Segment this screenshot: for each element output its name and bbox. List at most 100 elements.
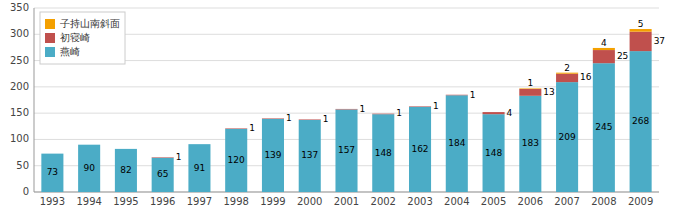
bar — [409, 106, 431, 107]
legend-swatch — [45, 19, 55, 29]
bar — [372, 113, 394, 115]
data-label: 1 — [176, 152, 182, 162]
x-tick-label: 1997 — [187, 196, 212, 207]
data-label: 73 — [47, 167, 58, 177]
x-tick-label: 2003 — [407, 196, 432, 207]
data-label: 139 — [264, 150, 281, 160]
y-tick-label: 0 — [23, 186, 29, 197]
data-label: 120 — [228, 155, 245, 165]
bar — [372, 114, 394, 192]
bar — [630, 32, 652, 51]
bar — [152, 157, 174, 158]
bar — [262, 118, 284, 119]
data-label: 148 — [375, 148, 392, 158]
y-tick-label: 100 — [10, 133, 29, 144]
grid-line — [34, 8, 659, 9]
x-tick-label: 2004 — [444, 196, 469, 207]
data-label: 37 — [654, 36, 665, 46]
x-tick-label: 1994 — [76, 196, 101, 207]
data-label: 209 — [558, 132, 575, 142]
grid-line — [34, 60, 659, 61]
data-label: 1 — [286, 113, 292, 123]
bar — [483, 112, 505, 114]
y-tick-label: 50 — [16, 160, 29, 171]
bar — [556, 82, 578, 192]
y-tick-label: 150 — [10, 107, 29, 118]
bar — [78, 144, 100, 145]
data-label: 245 — [595, 122, 612, 132]
x-tick-label: 1993 — [40, 196, 65, 207]
data-label: 13 — [543, 87, 554, 97]
data-label: 5 — [638, 19, 644, 29]
bar — [115, 148, 137, 149]
bar — [78, 145, 100, 192]
x-tick-label: 2000 — [297, 196, 322, 207]
data-label: 1 — [433, 101, 439, 111]
data-label: 4 — [507, 108, 513, 118]
bar — [593, 50, 615, 63]
data-label: 183 — [522, 138, 539, 148]
x-tick-label: 2002 — [371, 196, 396, 207]
bar — [372, 113, 394, 114]
legend-label: 子持山南斜面 — [60, 18, 120, 29]
data-label: 91 — [194, 163, 205, 173]
bar — [519, 89, 541, 96]
bar — [335, 108, 357, 109]
bar — [115, 149, 137, 192]
bar — [483, 114, 505, 192]
bar — [409, 107, 431, 192]
x-tick-label: 1995 — [113, 196, 138, 207]
data-label: 2 — [564, 63, 570, 73]
y-tick-label: 200 — [10, 81, 29, 92]
x-tick-label: 1998 — [223, 196, 248, 207]
bar — [335, 109, 357, 192]
bar — [299, 119, 321, 120]
grid — [34, 8, 659, 192]
bar — [152, 158, 174, 192]
bar — [299, 120, 321, 192]
data-label: 268 — [632, 116, 649, 126]
x-tick-label: 2005 — [481, 196, 506, 207]
x-tick-label: 2009 — [628, 196, 653, 207]
data-label: 184 — [448, 138, 465, 148]
bar — [483, 112, 505, 113]
bar — [225, 128, 247, 130]
legend: 子持山南斜面初寝崎燕崎 — [40, 12, 125, 64]
data-label: 1 — [470, 90, 476, 100]
data-label: 90 — [83, 163, 95, 173]
data-labels: 7390826519112011391137115711481162118411… — [47, 19, 665, 179]
bar — [115, 148, 137, 149]
data-label: 1 — [360, 104, 366, 114]
bar — [335, 108, 357, 110]
data-label: 16 — [580, 72, 592, 82]
bar — [630, 51, 652, 192]
bar — [446, 94, 468, 95]
x-tick-label: 2007 — [554, 196, 579, 207]
bar — [41, 154, 63, 192]
bar — [519, 96, 541, 192]
legend-swatch — [45, 33, 55, 43]
legend-label: 燕崎 — [60, 46, 80, 57]
data-label: 82 — [120, 165, 131, 175]
bar — [556, 73, 578, 74]
bar — [262, 118, 284, 120]
bar — [225, 129, 247, 192]
bar — [593, 48, 615, 50]
bar — [630, 29, 652, 32]
x-tick-label: 2008 — [591, 196, 616, 207]
x-tick-label: 2001 — [334, 196, 359, 207]
data-label: 65 — [157, 169, 168, 179]
bar — [446, 94, 468, 96]
x-tick-label: 1999 — [260, 196, 285, 207]
x-tick-label: 1996 — [150, 196, 175, 207]
data-label: 4 — [601, 38, 607, 48]
chart: 0501001502002503003501993199419951996199… — [0, 0, 675, 212]
data-label: 1 — [323, 114, 329, 124]
data-label: 1 — [396, 108, 402, 118]
y-axis — [34, 8, 35, 192]
bar — [152, 157, 174, 159]
grid-line — [34, 34, 659, 35]
x-tick-label: 2006 — [518, 196, 543, 207]
y-tick-label: 300 — [10, 28, 29, 39]
bar — [188, 144, 210, 192]
